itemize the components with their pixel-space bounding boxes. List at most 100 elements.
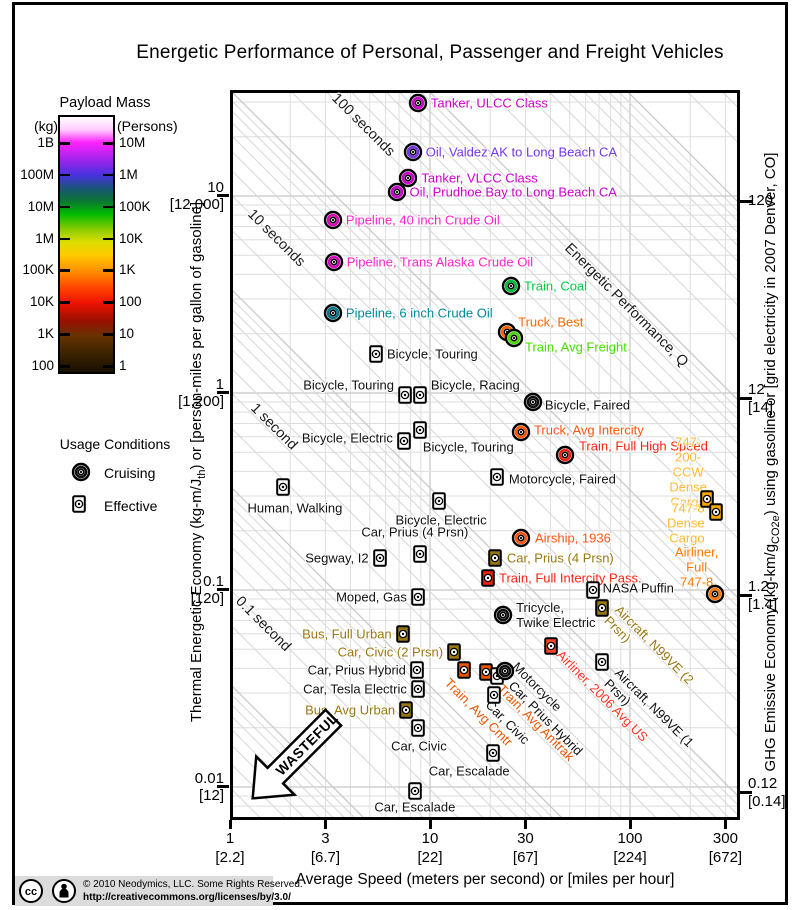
marker-car-civic-below — [409, 718, 427, 743]
label-bicycle-touring-a: Bicycle, Touring — [386, 346, 478, 362]
payload-colorbar — [58, 115, 115, 374]
label-train-coal: Train, Coal — [523, 278, 588, 294]
marker-bus-avg-urban — [397, 700, 415, 725]
payload-tick-mark — [60, 333, 70, 336]
label-car-civic-2prsn: Car, Civic (2 Prsn) — [337, 644, 444, 660]
label-747-200-ccw-dense-cargo: 747-200-CCW Dense Cargo — [669, 434, 707, 510]
attribution-person-icon — [52, 879, 76, 903]
marker-aircraft-n99ve-1prsn — [593, 652, 611, 677]
payload-tick-mark — [60, 173, 70, 177]
wasteful-arrow-shape — [251, 708, 343, 800]
payload-tick-mark — [103, 333, 113, 336]
payload-kg-value: 100M — [20, 166, 54, 182]
marker-train-full-high-speed — [554, 444, 576, 471]
marker-bus-full-urban — [394, 624, 412, 649]
y-left-tick-mark — [217, 194, 229, 197]
y-right-tick-label: 0.12 [0.14] — [748, 775, 786, 810]
y-right-tick-mark — [740, 396, 752, 400]
y-left-tick-label: 1 [1,200] — [178, 375, 224, 411]
label-bicycle-touring-c: Bicycle, Touring — [422, 439, 514, 455]
marker-train-avg-freight — [503, 327, 525, 354]
x-tick-label: 10 [22] — [417, 830, 443, 866]
marker-bicycle-electric-b — [430, 491, 448, 516]
payload-tick-mark — [103, 205, 113, 209]
label-bicycle-faired: Bicycle, Faired — [544, 397, 631, 413]
payload-tick-mark — [103, 173, 113, 177]
label-airship-1936: Airship, 1936 — [534, 530, 611, 546]
marker-car-escalade-b — [406, 781, 424, 806]
wasteful-arrow-label: WASTEFUL — [272, 710, 341, 779]
marker-truck-avg-intercity — [510, 421, 532, 448]
x-tick-label: 3 [6.7] — [310, 830, 341, 866]
payload-kg-value: 10K — [29, 294, 54, 310]
marker-airliner-full-747-8 — [704, 583, 726, 610]
x-tick-mark — [523, 820, 527, 829]
marker-tricycle-twike-electric — [492, 604, 514, 631]
payload-tick-mark — [60, 301, 70, 304]
chart-title: Energetic Performance of Personal, Passe… — [136, 42, 724, 63]
y-left-title-tail: ) or [person-miles per gallon of gasolin… — [188, 201, 205, 470]
label-pipeline-6-inch: Pipeline, 6 inch Crude Oil — [345, 305, 493, 321]
payload-tick-mark — [60, 205, 70, 209]
label-tanker-vlcc: Tanker, VLCC Class — [421, 170, 538, 186]
usage-item-cruising: Cruising — [70, 461, 155, 487]
footer-license-url[interactable]: http://creativecommons.org/licenses/by/3… — [83, 892, 291, 903]
payload-persons-header: (Persons) — [117, 118, 178, 134]
label-nasa-puffin: NASA Puffin — [602, 580, 674, 596]
marker-bicycle-electric-a — [395, 431, 413, 456]
marker-motorcycle-faired — [488, 467, 506, 492]
marker-oil-prudhoe-bay — [386, 181, 408, 208]
marker-train-full-intercity-pass — [479, 568, 497, 593]
marker-aircraft-n99ve-2prsn — [593, 598, 611, 623]
marker-nasa-puffin — [584, 580, 602, 605]
marker-bicycle-racing — [411, 385, 429, 410]
marker-car-prius-4prsn-b — [486, 548, 504, 573]
label-motorcycle-faired: Motorcycle, Faired — [508, 471, 616, 487]
label-bicycle-racing: Bicycle, Racing — [430, 377, 520, 393]
y-left-tick-mark — [217, 588, 229, 591]
marker-airliner-2006-avg-us — [542, 636, 560, 661]
cc-icon-text: cc — [25, 886, 37, 898]
y-right-tick-label: 12 [14] — [748, 381, 774, 416]
marker-tanker-vlcc — [397, 167, 419, 194]
wasteful-arrow: WASTEFUL — [251, 708, 343, 800]
payload-tick-mark — [103, 237, 113, 241]
label-car-civic-below: Car, Civic — [391, 738, 447, 754]
payload-persons-value: 10 — [119, 326, 135, 342]
label-human-walking: Human, Walking — [247, 500, 343, 516]
payload-kg-value: 100 — [31, 358, 54, 374]
payload-persons-value: 1 — [119, 358, 127, 374]
label-pipeline-40-inch: Pipeline, 40 inch Crude Oil — [345, 212, 500, 228]
marker-bicycle-touring-c — [411, 420, 429, 445]
label-bicycle-electric-a: Bicycle, Electric — [301, 430, 393, 446]
y-left-tick-label: 10 [12,000] — [169, 178, 224, 214]
marker-train-avg-cmtr — [455, 660, 473, 685]
label-oil-valdez-ak: Oil, Valdez AK to Long Beach CA — [425, 144, 618, 160]
y-right-tick-mark — [740, 790, 752, 794]
usage-effective-label: Effective — [104, 498, 158, 514]
marker-tanker-ulcc — [407, 92, 429, 119]
marker-pipeline-trans-alaska — [323, 251, 345, 278]
label-tanker-ulcc: Tanker, ULCC Class — [430, 95, 548, 111]
y-right-title-sub: CO2e — [770, 515, 782, 544]
marker-car-prius-hybrid-a — [408, 660, 426, 685]
outer-frame — [12, 2, 788, 905]
marker-segway-i2 — [371, 548, 389, 573]
cruising-marker-icon — [70, 462, 92, 487]
marker-bicycle-touring-a — [367, 344, 385, 369]
marker-bicycle-faired — [522, 391, 544, 418]
marker-747-200-ccw-dense-cargo — [698, 489, 716, 514]
y-left-tick-label: 0.01 [12] — [194, 769, 224, 805]
x-tick-mark — [428, 820, 432, 829]
x-tick-label: 300 [672] — [708, 830, 743, 866]
payload-persons-value: 10K — [119, 230, 144, 246]
label-moped-gas: Moped, Gas — [336, 589, 407, 605]
y-left-title-sub: th — [196, 469, 208, 479]
marker-car-tesla-electric — [409, 679, 427, 704]
x-tick-mark — [323, 820, 327, 829]
label-segway-i2: Segway, I2 — [305, 550, 369, 566]
marker-oil-valdez-ak — [402, 141, 424, 168]
y-left-tick-mark — [217, 785, 229, 788]
label-car-escalade-a: Car, Escalade — [428, 763, 510, 779]
